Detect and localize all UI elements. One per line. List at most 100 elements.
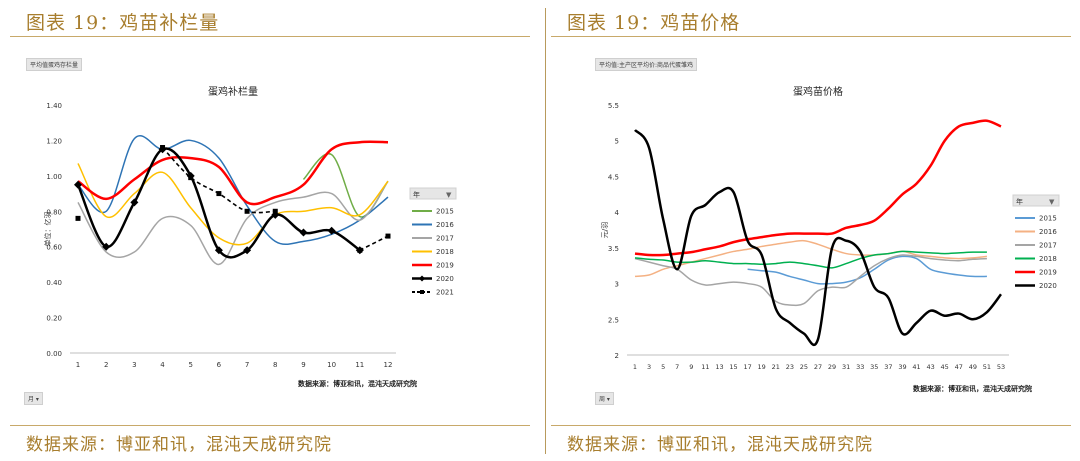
legend-header: 年 bbox=[1016, 197, 1023, 206]
data-point-2021 bbox=[357, 247, 363, 253]
left-panel: 图表 19：鸡苗补栏量 平均值蛋鸡存栏量 蛋鸡补栏量 单位：亿羽 0.00 0.20 0… bbox=[10, 12, 530, 455]
x-tick-label: 6 bbox=[217, 361, 222, 369]
y-tick-label: 3 bbox=[615, 281, 619, 289]
legend-label-2016: 2016 bbox=[1039, 228, 1057, 236]
data-point-2020 bbox=[214, 246, 223, 255]
legend-label-2019: 2019 bbox=[436, 262, 454, 270]
title-rule bbox=[10, 36, 530, 37]
x-tick-label: 39 bbox=[898, 363, 906, 371]
y-tick-label: 0.40 bbox=[46, 279, 62, 287]
x-tick-label: 25 bbox=[800, 363, 808, 371]
series-line-2019 bbox=[634, 119, 1002, 257]
chart-title: 蛋鸡苗价格 bbox=[793, 85, 843, 98]
legend-label-2016: 2016 bbox=[436, 221, 454, 229]
x-tick-label: 37 bbox=[884, 363, 892, 371]
series-line-2020 bbox=[634, 129, 1002, 347]
footer-rule bbox=[10, 425, 530, 426]
y-tick-label: 1.00 bbox=[46, 173, 62, 181]
legend-label-2021: 2021 bbox=[436, 289, 454, 297]
x-tick-label: 41 bbox=[912, 363, 920, 371]
y-tick-label: 0.80 bbox=[46, 208, 62, 216]
legend-label-2015: 2015 bbox=[436, 208, 454, 216]
series-line-2016 bbox=[77, 135, 389, 246]
x-tick-label: 11 bbox=[701, 363, 709, 371]
x-tick-label: 12 bbox=[384, 361, 393, 369]
x-tick-label: 23 bbox=[786, 363, 794, 371]
filter-icon: ▼ bbox=[1049, 198, 1055, 206]
legend-label-2015: 2015 bbox=[1039, 215, 1057, 223]
x-tick-label: 5 bbox=[661, 363, 665, 371]
x-tick-label: 15 bbox=[729, 363, 737, 371]
figure-title: 图表 19：鸡苗补栏量 bbox=[26, 12, 220, 34]
legend-marker-2021 bbox=[420, 290, 424, 294]
series-line-2015 bbox=[747, 255, 987, 285]
y-tick-label: 1.20 bbox=[46, 137, 62, 145]
x-tick-label: 8 bbox=[273, 361, 277, 369]
x-tick-label: 3 bbox=[132, 361, 136, 369]
data-point-2021 bbox=[244, 208, 250, 214]
x-tick-label: 7 bbox=[245, 361, 249, 369]
series-line-2019 bbox=[77, 140, 389, 206]
x-tick-label: 11 bbox=[355, 361, 364, 369]
x-tick-label: 47 bbox=[955, 363, 963, 371]
legend-header-chip bbox=[1012, 194, 1060, 207]
x-tick-label: 7 bbox=[675, 363, 679, 371]
y-tick-label: 2.5 bbox=[608, 316, 619, 324]
x-tick-label: 4 bbox=[160, 361, 165, 369]
y-tick-label: 0.00 bbox=[46, 350, 62, 358]
legend-label-2018: 2018 bbox=[436, 248, 454, 256]
filter-icon: ▼ bbox=[446, 191, 452, 199]
x-tick-label: 49 bbox=[969, 363, 977, 371]
legend-header: 年 bbox=[413, 190, 420, 199]
x-tick-label: 2 bbox=[104, 361, 108, 369]
right-panel: 图表 19：鸡苗价格 平均值:主产区平均价:商品代蛋雏鸡 蛋鸡苗价格 元/羽 2 2.… bbox=[541, 0, 1080, 461]
data-point-2020 bbox=[102, 242, 111, 251]
y-tick-label: 0.60 bbox=[46, 244, 62, 252]
x-tick-label: 3 bbox=[647, 363, 651, 371]
x-tick-label: 9 bbox=[301, 361, 305, 369]
figure-source: 数据来源：博亚和讯，混沌天成研究院 bbox=[26, 435, 332, 455]
legend-label-2020: 2020 bbox=[436, 275, 454, 283]
x-tick-label: 5 bbox=[188, 361, 192, 369]
x-tick-label: 17 bbox=[743, 363, 751, 371]
month-filter-chip[interactable]: 月 ▾ bbox=[24, 392, 43, 405]
x-tick-label: 1 bbox=[76, 361, 80, 369]
legend-label-2019: 2019 bbox=[1039, 269, 1057, 277]
x-tick-label: 31 bbox=[842, 363, 850, 371]
y-axis-label: 单位：亿羽 bbox=[43, 212, 52, 247]
data-point-2021 bbox=[385, 233, 391, 239]
x-tick-label: 53 bbox=[997, 363, 1005, 371]
legend-label-2017: 2017 bbox=[436, 235, 454, 243]
data-point-2020 bbox=[327, 226, 336, 235]
x-tick-label: 10 bbox=[327, 361, 336, 369]
x-tick-label: 35 bbox=[870, 363, 878, 371]
data-point-2021 bbox=[272, 208, 278, 214]
figure-title: 图表 19：鸡苗价格 bbox=[567, 12, 741, 34]
legend-marker-2020 bbox=[419, 275, 425, 282]
footer-rule bbox=[551, 425, 1071, 426]
x-tick-label: 51 bbox=[983, 363, 991, 371]
field-chip-value[interactable]: 平均值:主产区平均价:商品代蛋雏鸡 bbox=[595, 58, 698, 71]
x-tick-label: 13 bbox=[715, 363, 723, 371]
x-tick-label: 21 bbox=[772, 363, 780, 371]
data-point-2020 bbox=[74, 180, 82, 189]
y-axis-label: 元/羽 bbox=[601, 222, 609, 238]
legend-label-2017: 2017 bbox=[1039, 242, 1057, 250]
legend-header-chip bbox=[409, 187, 457, 200]
field-chip-value[interactable]: 平均值蛋鸡存栏量 bbox=[26, 58, 83, 71]
title-rule bbox=[551, 36, 1071, 37]
y-tick-label: 5.5 bbox=[608, 102, 619, 110]
series-line-2018 bbox=[77, 163, 389, 246]
y-tick-label: 4.5 bbox=[608, 173, 619, 181]
chart-title: 蛋鸡补栏量 bbox=[208, 85, 258, 98]
x-tick-label: 27 bbox=[814, 363, 822, 371]
series-line-2017 bbox=[634, 254, 987, 307]
week-filter-chip[interactable]: 周 ▾ bbox=[595, 392, 614, 405]
data-point-2020 bbox=[130, 198, 139, 207]
data-point-2021 bbox=[75, 215, 81, 221]
x-tick-label: 9 bbox=[689, 363, 693, 371]
data-point-2021 bbox=[188, 175, 194, 181]
data-point-2020 bbox=[299, 228, 308, 237]
